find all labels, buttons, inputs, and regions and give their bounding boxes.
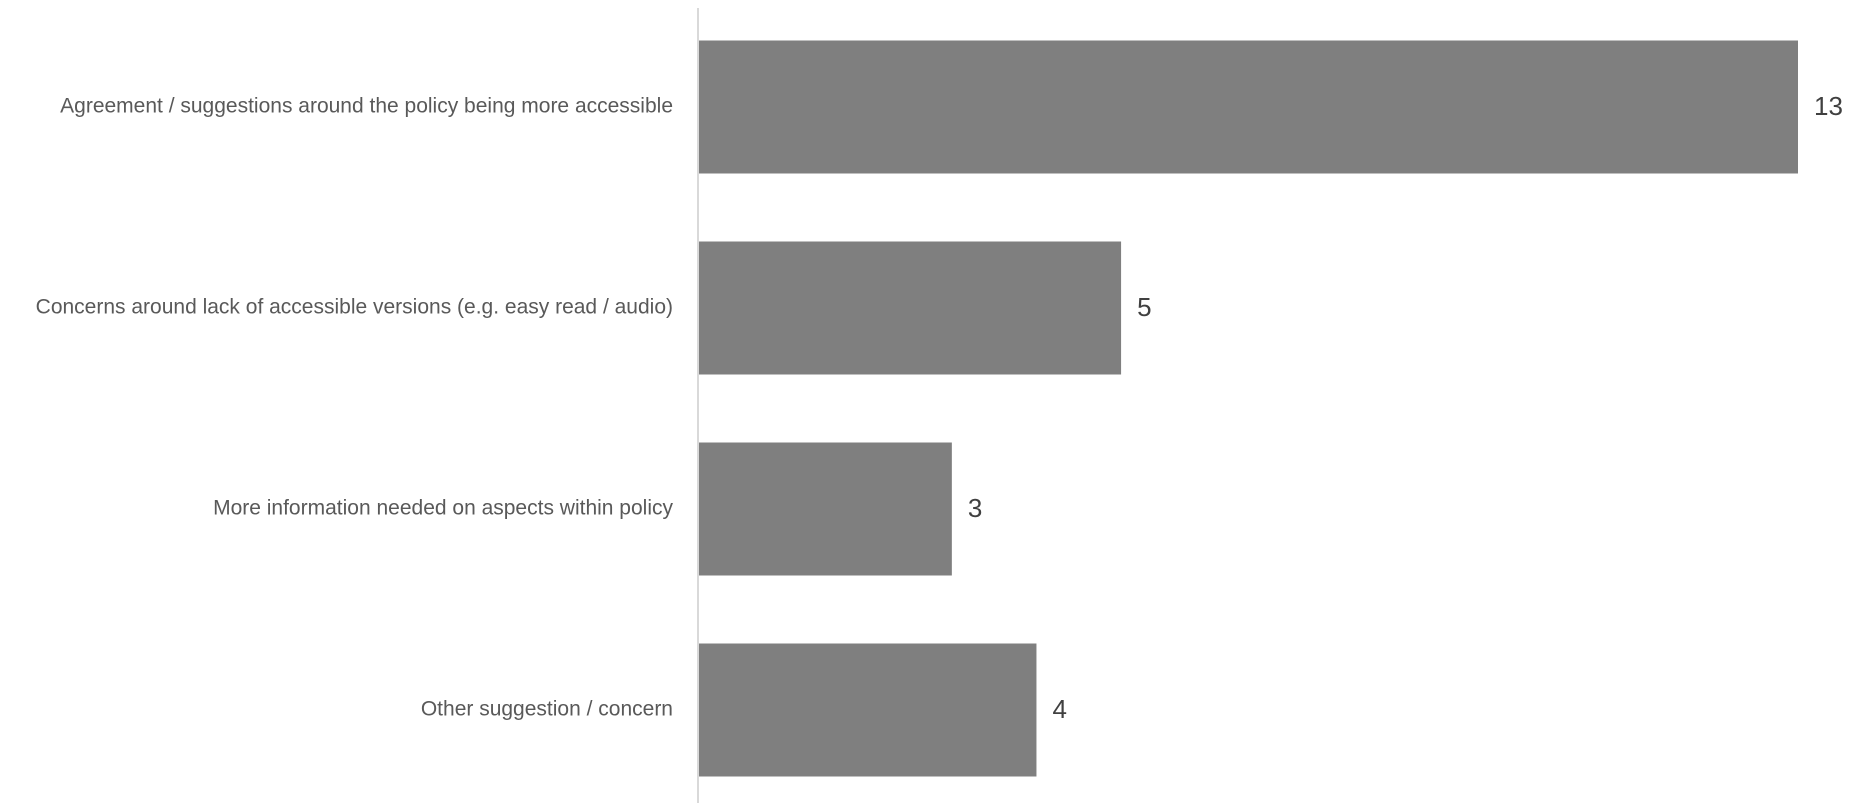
bar [698,40,1798,174]
data-label: 5 [1137,292,1151,322]
bar [698,241,1122,375]
data-label: 4 [1052,694,1066,724]
bars-layer [698,40,1798,777]
bar [698,442,952,576]
category-label: Other suggestion / concern [421,698,673,721]
labels-layer: Agreement / suggestions around the polic… [36,91,1843,724]
data-label: 13 [1814,91,1843,121]
bar [698,643,1037,777]
data-label: 3 [968,493,982,523]
category-label: More information needed on aspects withi… [213,497,673,520]
category-label: Concerns around lack of accessible versi… [36,296,673,319]
category-label: Agreement / suggestions around the polic… [60,95,673,118]
